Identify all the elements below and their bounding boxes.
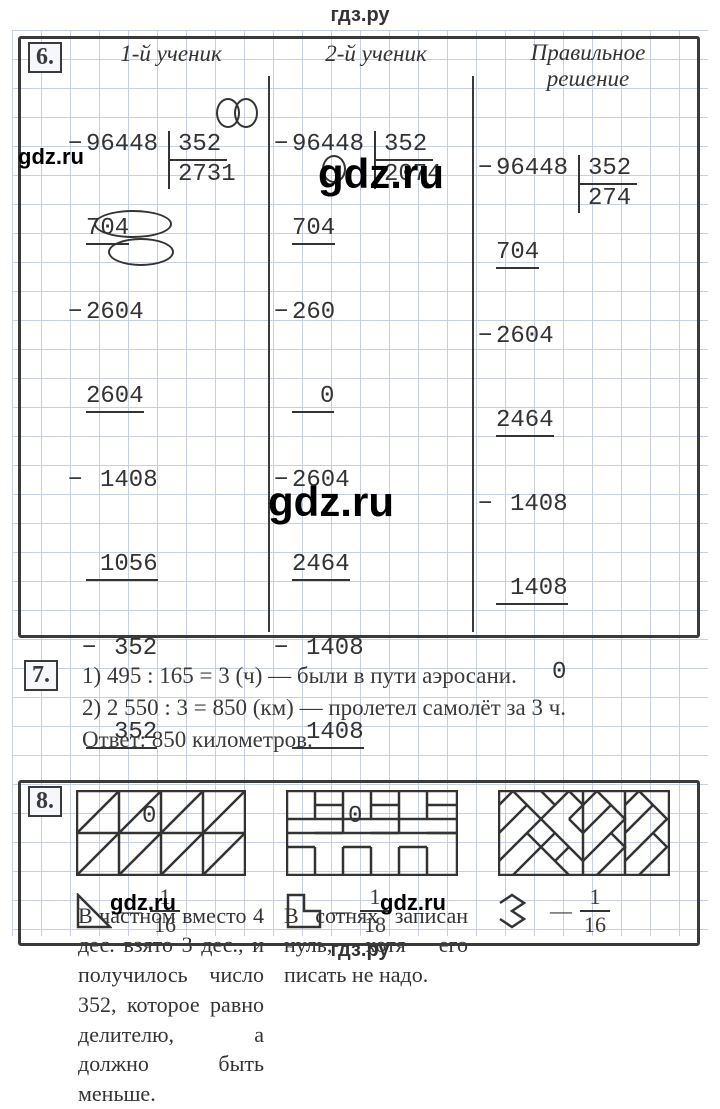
- pattern-2: [286, 790, 458, 876]
- task8-label: 8.: [28, 786, 62, 817]
- task6-box: [18, 36, 700, 638]
- dash: —: [330, 898, 352, 924]
- dash: —: [550, 898, 572, 924]
- error-oval: [108, 238, 174, 266]
- site-header: гдз.ру: [0, 4, 720, 27]
- task7-answer-label: Ответ:: [82, 727, 146, 752]
- task7-answer: 850 километров.: [152, 727, 313, 752]
- legend-3: — 116: [498, 884, 610, 938]
- site-footer: гдз.ру: [0, 939, 720, 962]
- error-oval: [94, 210, 172, 238]
- task7-line1: 1) 495 : 165 = 3 (ч) — были в пути аэрос…: [82, 660, 700, 692]
- pattern-3: [498, 790, 670, 876]
- legend-2: — 118: [286, 884, 390, 938]
- legend-1: — 116: [76, 884, 180, 938]
- pattern-1: [76, 790, 246, 876]
- task7-line2: 2) 2 550 : 3 = 850 (км) — пролетел самол…: [82, 692, 700, 724]
- error-oval: [322, 155, 346, 183]
- task7-content: 1) 495 : 165 = 3 (ч) — были в пути аэрос…: [82, 660, 700, 757]
- task7-label: 7.: [24, 660, 58, 691]
- dash: —: [120, 898, 142, 924]
- task6-label: 6.: [28, 42, 62, 73]
- error-oval: [234, 98, 258, 128]
